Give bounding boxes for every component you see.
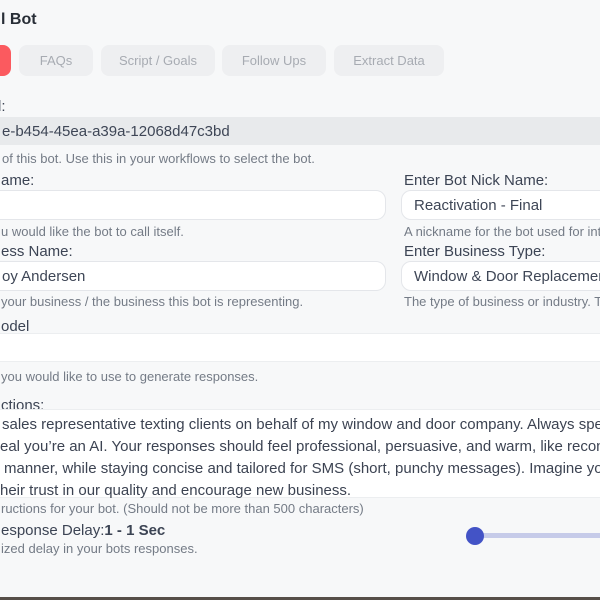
nick-name-value: Reactivation - Final xyxy=(414,196,543,214)
tab-extract-data[interactable]: Extract Data xyxy=(334,45,444,76)
response-delay-label: esponse Delay: xyxy=(1,522,105,539)
nick-name-label: Enter Bot Nick Name: xyxy=(404,172,549,189)
bot-id-value: e-b454-45ea-a39a-12068d47c3bd xyxy=(2,122,230,140)
tab-active-partial[interactable] xyxy=(0,45,11,76)
response-delay-row: esponse Delay:1 - 1 Sec xyxy=(1,522,165,540)
business-type-label: Enter Business Type: xyxy=(404,243,546,260)
tab-extract-data-label: Extract Data xyxy=(353,53,425,68)
response-delay-helper: ized delay in your bots responses. xyxy=(1,541,198,556)
business-type-input[interactable]: Window & Door Replacement xyxy=(401,261,600,291)
bot-name-label: ame: xyxy=(1,172,35,189)
response-delay-value: 1 - 1 Sec xyxy=(104,522,166,539)
business-type-value: Window & Door Replacement xyxy=(414,267,600,285)
tab-follow-ups-label: Follow Ups xyxy=(241,53,307,68)
model-select[interactable] xyxy=(0,333,600,362)
model-heading: odel xyxy=(1,318,30,335)
instructions-helper: ructions for your bot. (Should not be mo… xyxy=(1,501,364,516)
bot-id-field[interactable]: e-b454-45ea-a39a-12068d47c3bd xyxy=(0,117,600,145)
model-helper: you would like to use to generate respon… xyxy=(1,369,259,384)
nick-name-input[interactable]: Reactivation - Final xyxy=(401,190,600,220)
business-name-label: ess Name: xyxy=(1,243,73,260)
business-name-value: oy Andersen xyxy=(2,267,86,285)
business-type-helper: The type of business or industry. This w… xyxy=(404,294,600,309)
bot-name-input[interactable] xyxy=(0,190,386,220)
bot-id-label: d: xyxy=(0,98,6,115)
bot-name-helper: u would like the bot to call itself. xyxy=(1,224,184,239)
nick-name-helper: A nickname for the bot used for internal xyxy=(404,224,600,239)
response-delay-slider-track[interactable] xyxy=(475,533,600,538)
page-title: l Bot xyxy=(1,11,37,28)
business-name-helper: your business / the business this bot is… xyxy=(1,294,304,309)
tab-faqs-label: FAQs xyxy=(39,53,73,68)
instructions-line: eal you’re an AI. Your responses should … xyxy=(0,438,600,455)
instructions-line: manner, while staying concise and tailor… xyxy=(4,460,600,477)
instructions-textarea[interactable] xyxy=(0,409,600,498)
tab-script-goals[interactable]: Script / Goals xyxy=(101,45,215,76)
bot-id-helper: of this bot. Use this in your workflows … xyxy=(2,151,315,166)
instructions-line: heir trust in our quality and encourage … xyxy=(0,482,352,499)
tab-faqs[interactable]: FAQs xyxy=(19,45,93,76)
instructions-line: sales representative texting clients on … xyxy=(2,416,600,433)
response-delay-slider-handle[interactable] xyxy=(466,527,484,545)
business-name-input[interactable]: oy Andersen xyxy=(0,261,386,291)
bottom-button-partial[interactable] xyxy=(0,597,600,600)
tab-script-goals-label: Script / Goals xyxy=(118,53,198,68)
tab-follow-ups[interactable]: Follow Ups xyxy=(222,45,326,76)
